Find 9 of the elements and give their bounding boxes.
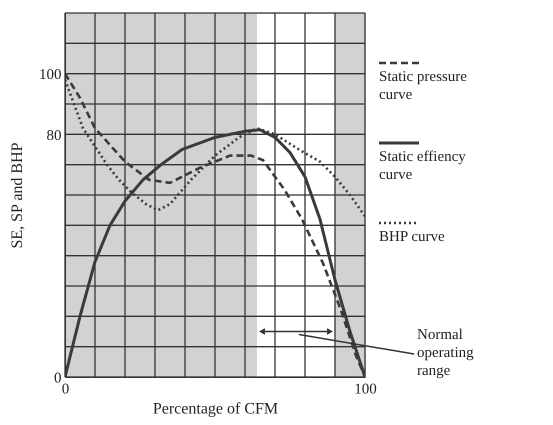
y-tick-label: 0	[54, 370, 62, 386]
y-tick-label: 80	[46, 128, 62, 144]
legend-label: Static effiency curve	[379, 149, 466, 183]
annotation: Normal operating range	[417, 327, 474, 379]
legend-label: BHP curve	[379, 229, 446, 245]
legend-label: Static pressure curve	[379, 69, 468, 103]
y-axis-title: SE, SP and BHP	[9, 142, 26, 249]
y-tick-label: 100	[39, 67, 62, 84]
x-axis-title: Percentage of CFM	[152, 400, 278, 418]
